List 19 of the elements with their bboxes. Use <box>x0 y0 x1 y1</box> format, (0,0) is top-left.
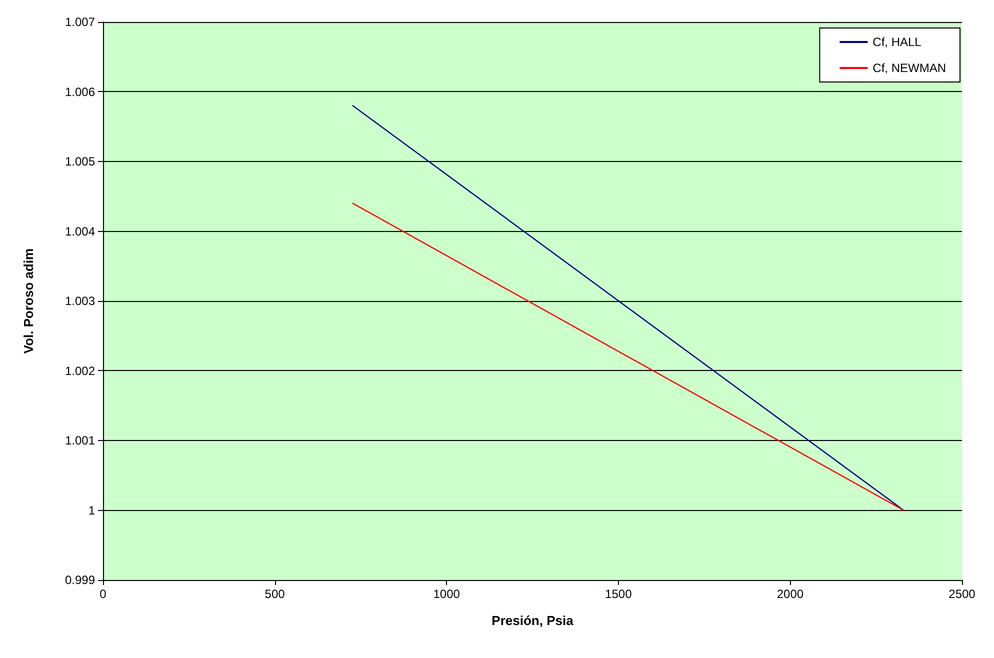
y-tick-label: 1.004 <box>64 224 96 238</box>
y-tick-label: 1.005 <box>64 154 96 168</box>
x-tick-label: 1000 <box>433 587 460 601</box>
x-tick-label: 2000 <box>776 587 804 601</box>
x-tick-label: 1500 <box>605 587 632 601</box>
y-axis-title: Vol. Poroso adim <box>21 248 36 354</box>
y-tick-label: 1.006 <box>64 84 96 99</box>
x-axis-title: Presión, Psia <box>492 613 574 628</box>
y-tick-label: 1.002 <box>64 364 96 378</box>
y-tick-label: 1 <box>88 503 96 518</box>
legend-label: Cf, HALL <box>872 35 922 49</box>
x-tick-label: 0 <box>100 587 107 601</box>
y-tick-label: 1.007 <box>64 15 96 29</box>
y-tick-label: 1.001 <box>64 434 96 448</box>
y-tick-label: 1.003 <box>64 294 96 308</box>
x-tick-label: 2500 <box>948 587 976 601</box>
legend-label: Cf, NEWMAN <box>872 61 946 75</box>
x-tick-label: 500 <box>264 587 286 601</box>
y-tick-label: 0.999 <box>64 573 96 587</box>
